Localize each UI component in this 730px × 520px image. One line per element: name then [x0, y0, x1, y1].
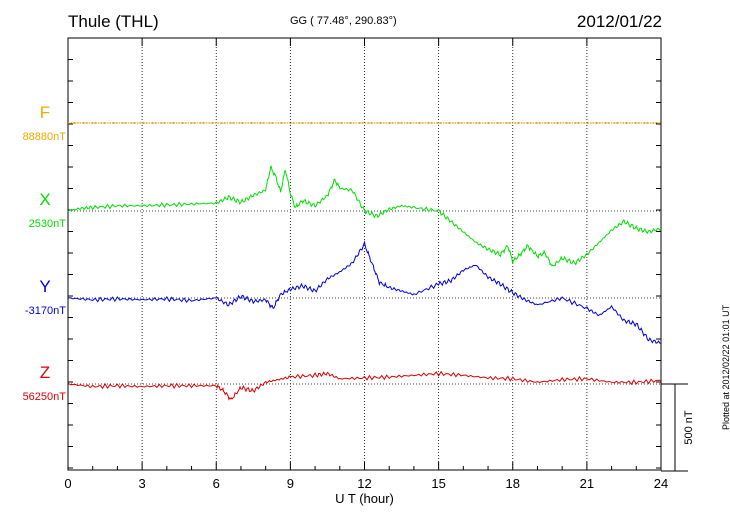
series-line-z: [67, 370, 662, 401]
x-tick-label: 0: [64, 476, 71, 491]
x-tick-label: 15: [431, 476, 445, 491]
series-baseline-value-f: 88880nT: [23, 131, 67, 143]
series-label-f: F: [40, 103, 50, 122]
series-baseline-value-x: 2530nT: [29, 218, 67, 230]
x-tick-label: 24: [654, 476, 668, 491]
station-title: Thule (THL): [68, 12, 159, 31]
series-label-y: Y: [39, 277, 50, 296]
x-tick-label: 12: [357, 476, 371, 491]
x-tick-label: 9: [287, 476, 294, 491]
date-label: 2012/01/22: [576, 12, 662, 31]
x-axis-label: U T (hour): [335, 491, 394, 506]
series-line-y: [67, 240, 662, 344]
series-label-x: X: [39, 190, 50, 209]
x-tick-label: 3: [139, 476, 146, 491]
coordinates-label: GG ( 77.48°, 290.83°): [290, 15, 397, 27]
series-baseline-value-y: -3170nT: [25, 305, 66, 317]
x-tick-label: 6: [213, 476, 220, 491]
series-label-z: Z: [40, 363, 50, 382]
series-baseline-value-z: 56250nT: [23, 391, 67, 403]
series-line-x: [67, 164, 662, 267]
x-tick-label: 21: [580, 476, 594, 491]
x-tick-label: 18: [506, 476, 520, 491]
scale-bar-label: 500 nT: [683, 410, 695, 445]
